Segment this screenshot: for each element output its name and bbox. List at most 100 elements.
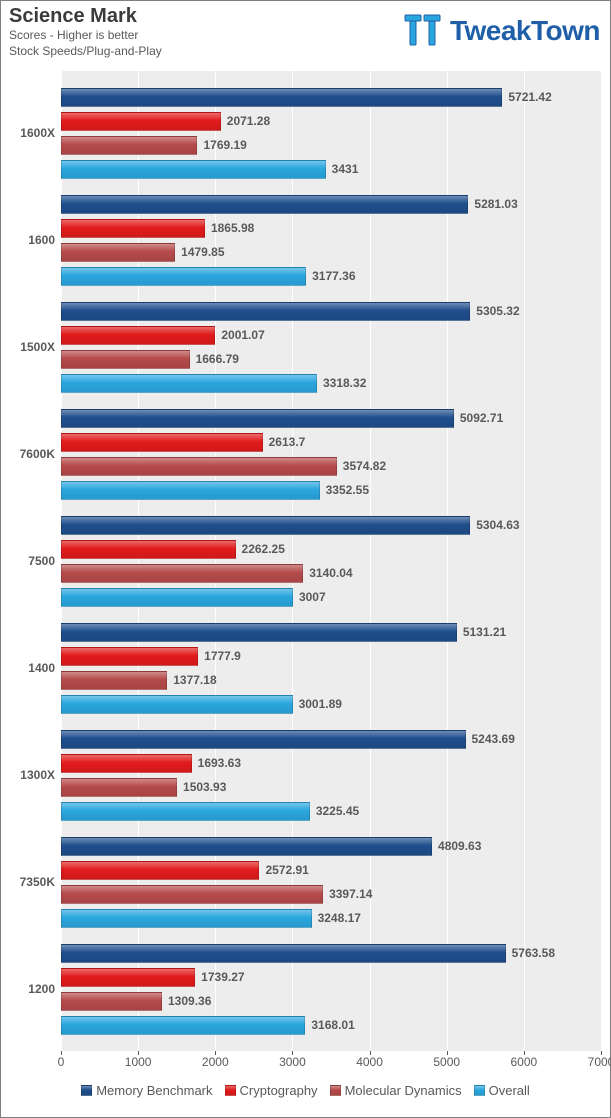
bar-value-label: 3177.36 [312,269,355,283]
bar [61,433,263,452]
bar [61,730,466,749]
bar-value-label: 3140.04 [309,566,352,580]
bar [61,374,317,393]
bar-value-label: 1777.9 [204,649,241,663]
grid-line [447,71,448,1051]
bar-value-label: 1377.18 [173,673,216,687]
x-tick-label: 7000 [588,1055,611,1069]
legend-item-crypto: Cryptography [225,1083,318,1098]
bar-value-label: 5305.32 [476,304,519,318]
bar [61,992,162,1011]
bar [61,540,236,559]
category-label: 1300X [1,768,55,782]
bar [61,1016,305,1035]
bar [61,136,197,155]
legend-swatch [81,1085,92,1096]
bar [61,885,323,904]
bar [61,481,320,500]
x-tick-label: 4000 [356,1055,383,1069]
bar-value-label: 2572.91 [265,863,308,877]
bar-value-label: 3397.14 [329,887,372,901]
bar [61,754,192,773]
grid-line [601,71,602,1051]
bar [61,647,198,666]
category-label: 1200 [1,982,55,996]
category-label: 1500X [1,340,55,354]
x-axis: 01000200030004000500060007000 [61,1051,601,1071]
bar [61,837,432,856]
bar [61,302,470,321]
grid-line [292,71,293,1051]
legend-label: Memory Benchmark [96,1083,212,1098]
legend-swatch [225,1085,236,1096]
bar-value-label: 5763.58 [512,946,555,960]
bar [61,457,337,476]
bar-value-label: 2001.07 [221,328,264,342]
bar-value-label: 1503.93 [183,780,226,794]
category-label: 7600K [1,447,55,461]
category-label: 1600 [1,233,55,247]
bar-value-label: 1479.85 [181,245,224,259]
bar-value-label: 1865.98 [211,221,254,235]
chart-title: Science Mark [9,5,162,28]
bar-value-label: 5304.63 [476,518,519,532]
bar-value-label: 3352.55 [326,483,369,497]
bar [61,409,454,428]
tweaktown-icon [402,9,446,53]
legend-swatch [330,1085,341,1096]
bar-value-label: 3225.45 [316,804,359,818]
x-tick-label: 5000 [433,1055,460,1069]
bar-value-label: 4809.63 [438,839,481,853]
bar [61,968,195,987]
bar [61,944,506,963]
category-label: 7350K [1,875,55,889]
bar [61,588,293,607]
bar [61,671,167,690]
chart-legend: Memory Benchmark Cryptography Molecular … [1,1083,610,1098]
bar-value-label: 3431 [332,162,359,176]
legend-label: Molecular Dynamics [345,1083,462,1098]
bar-value-label: 3168.01 [311,1018,354,1032]
bar-value-label: 5243.69 [472,732,515,746]
bar-value-label: 2613.7 [269,435,306,449]
bar [61,267,306,286]
legend-swatch [474,1085,485,1096]
bar [61,695,293,714]
bar-value-label: 2071.28 [227,114,270,128]
bar-value-label: 1769.19 [203,138,246,152]
bar-value-label: 3248.17 [318,911,361,925]
x-tick-label: 2000 [202,1055,229,1069]
bar-value-label: 3001.89 [299,697,342,711]
bar-value-label: 2262.25 [242,542,285,556]
chart-header: Science Mark Scores - Higher is better S… [9,5,162,59]
legend-label: Overall [489,1083,530,1098]
bar [61,802,310,821]
bar [61,623,457,642]
brand-logo: TweakTown [402,9,600,53]
grid-line [524,71,525,1051]
chart-subtitle-1: Scores - Higher is better [9,28,162,44]
bar [61,243,175,262]
legend-item-moldyn: Molecular Dynamics [330,1083,462,1098]
grid-line [215,71,216,1051]
legend-item-memory: Memory Benchmark [81,1083,212,1098]
bar-value-label: 1666.79 [196,352,239,366]
legend-item-overall: Overall [474,1083,530,1098]
brand-name: TweakTown [450,15,600,47]
bar [61,195,468,214]
chart-frame: Science Mark Scores - Higher is better S… [0,0,611,1118]
bar [61,88,502,107]
bar [61,564,303,583]
bar [61,219,205,238]
bar-value-label: 5131.21 [463,625,506,639]
bar [61,778,177,797]
bar [61,909,312,928]
grid-line [370,71,371,1051]
bar [61,861,259,880]
bar-value-label: 1739.27 [201,970,244,984]
bar [61,516,470,535]
x-tick-label: 3000 [279,1055,306,1069]
bar-value-label: 5281.03 [474,197,517,211]
bar-value-label: 3318.32 [323,376,366,390]
bar [61,326,215,345]
